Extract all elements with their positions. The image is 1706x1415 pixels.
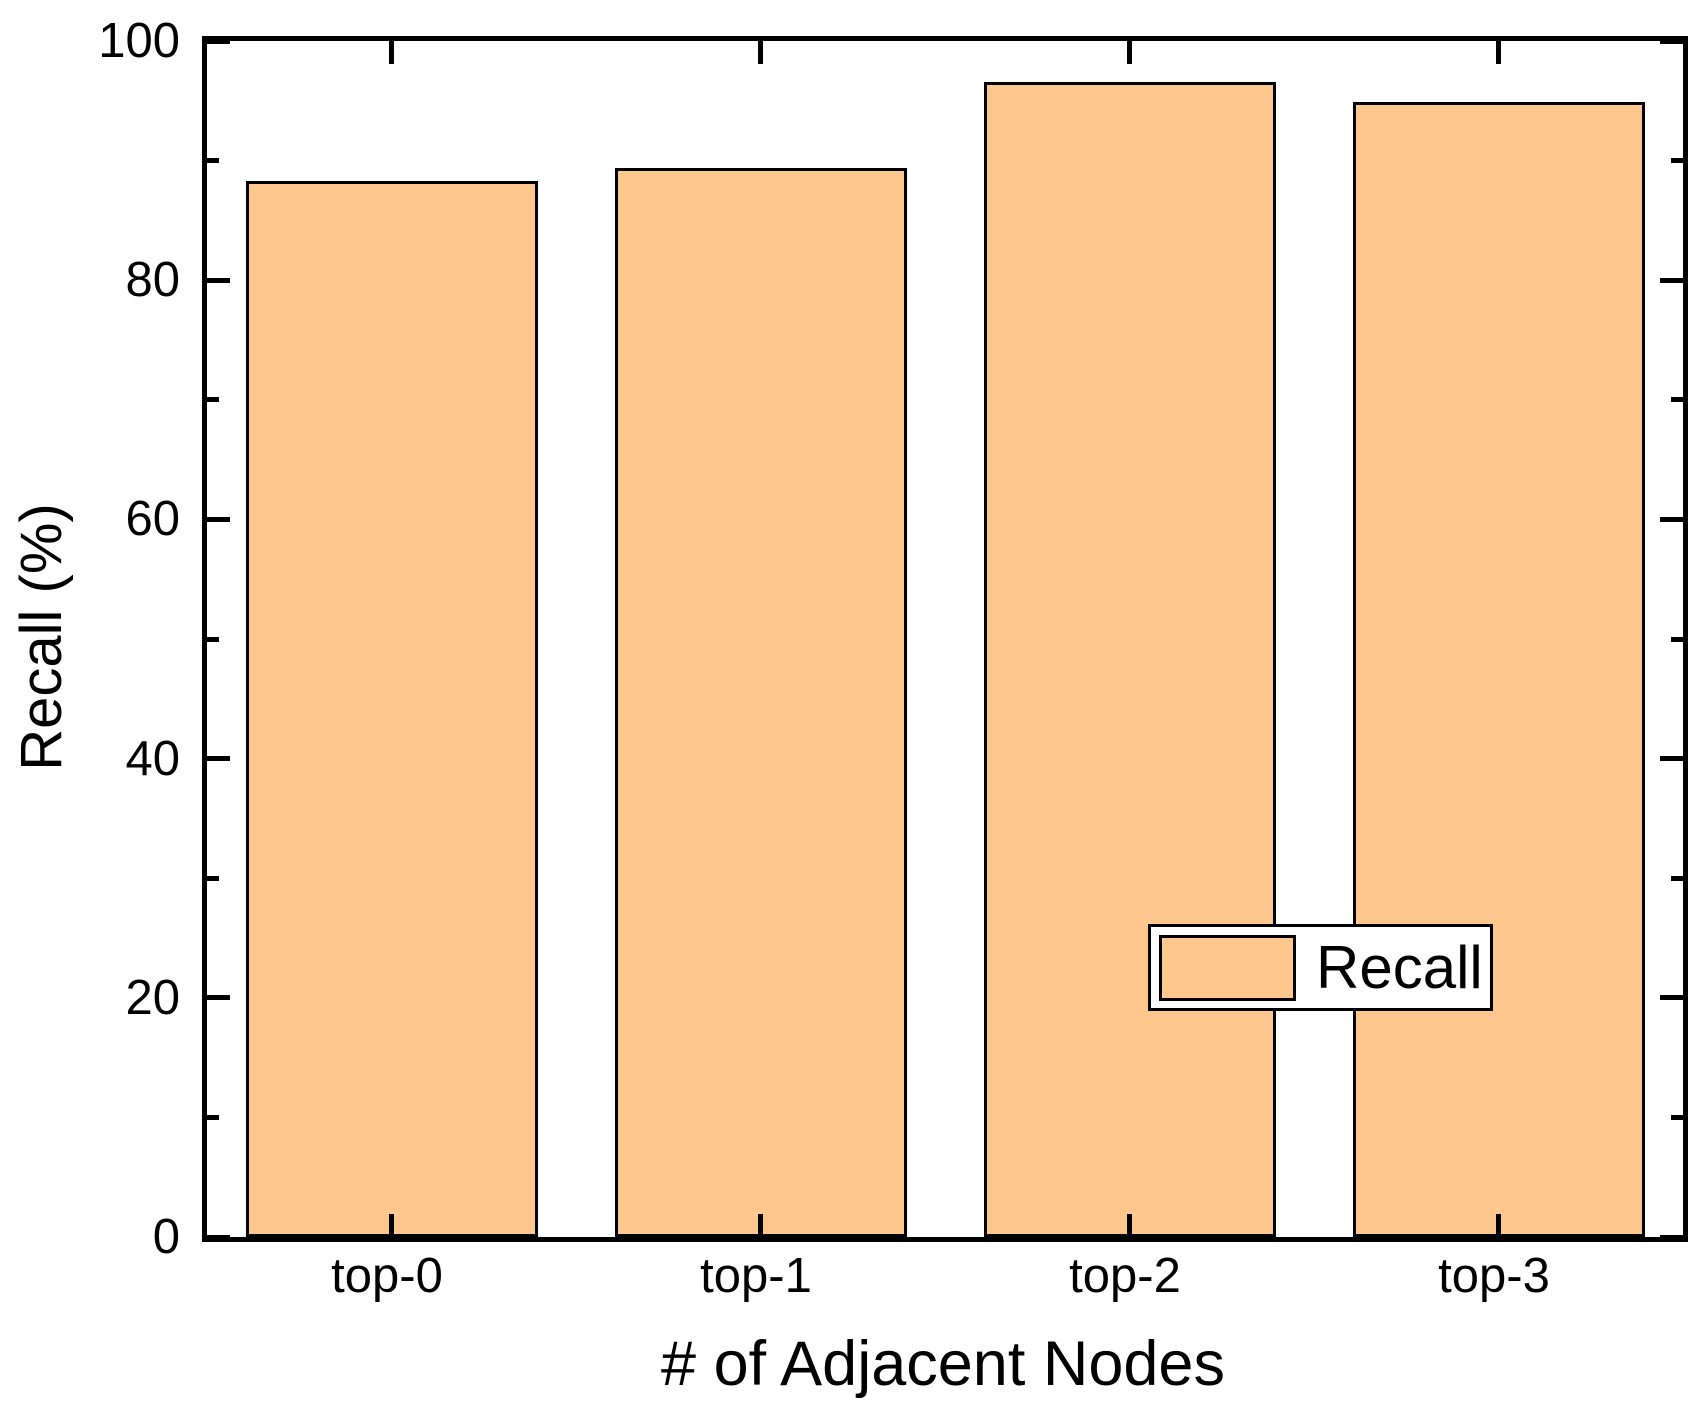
y-axis-minor-tick-left <box>207 397 219 403</box>
plot-area <box>202 36 1688 1242</box>
y-axis-minor-tick-left <box>207 158 219 164</box>
x-axis-bottom-tick <box>758 1214 763 1237</box>
bar-top-2 <box>984 82 1276 1237</box>
legend-swatch <box>1159 934 1296 1001</box>
y-axis-minor-tick-right <box>1671 875 1683 881</box>
y-axis-minor-tick-right <box>1671 636 1683 642</box>
y-axis-major-tick-right <box>1660 516 1683 522</box>
y-axis-major-tick-left <box>207 756 230 762</box>
x-axis-top-tick <box>758 41 763 64</box>
x-axis-top-tick <box>1127 41 1132 64</box>
y-axis-major-tick-left <box>207 1234 230 1240</box>
y-axis-major-tick-left <box>207 277 230 283</box>
bar-top-1 <box>615 168 907 1237</box>
legend-label: Recall <box>1316 933 1483 1001</box>
bar-top-3 <box>1353 102 1645 1237</box>
y-axis-minor-tick-right <box>1671 397 1683 403</box>
y-axis-minor-tick-left <box>207 636 219 642</box>
x-axis-top-tick <box>389 41 394 64</box>
x-axis-top-tick <box>1496 41 1501 64</box>
x-tick-label: top-2 <box>1069 1249 1181 1303</box>
y-tick-label: 60 <box>125 492 180 547</box>
y-tick-label: 20 <box>125 970 180 1025</box>
x-tick-label: top-3 <box>1438 1249 1550 1303</box>
x-axis-bottom-tick <box>389 1214 394 1237</box>
y-axis-major-tick-left <box>207 38 230 44</box>
y-axis-minor-tick-left <box>207 875 219 881</box>
y-tick-label: 0 <box>152 1210 180 1264</box>
y-axis-minor-tick-left <box>207 1114 219 1120</box>
x-axis-title: # of Adjacent Nodes <box>661 1329 1225 1399</box>
y-axis-major-tick-left <box>207 995 230 1001</box>
x-tick-label: top-1 <box>700 1249 812 1303</box>
y-axis-major-tick-right <box>1660 277 1683 283</box>
y-tick-label: 40 <box>125 731 180 786</box>
y-tick-label: 80 <box>125 253 180 308</box>
y-axis-minor-tick-right <box>1671 158 1683 164</box>
y-tick-label: 100 <box>98 14 180 68</box>
x-tick-label: top-0 <box>331 1249 443 1303</box>
x-axis-bottom-tick <box>1127 1214 1132 1237</box>
y-axis-major-tick-right <box>1660 995 1683 1001</box>
y-axis-major-tick-right <box>1660 38 1683 44</box>
y-axis-minor-tick-right <box>1671 1114 1683 1120</box>
x-axis-bottom-tick <box>1496 1214 1501 1237</box>
y-axis-major-tick-right <box>1660 756 1683 762</box>
bar-top-0 <box>246 181 538 1237</box>
y-axis-major-tick-right <box>1660 1234 1683 1240</box>
y-axis-major-tick-left <box>207 516 230 522</box>
legend: Recall <box>1148 924 1493 1011</box>
